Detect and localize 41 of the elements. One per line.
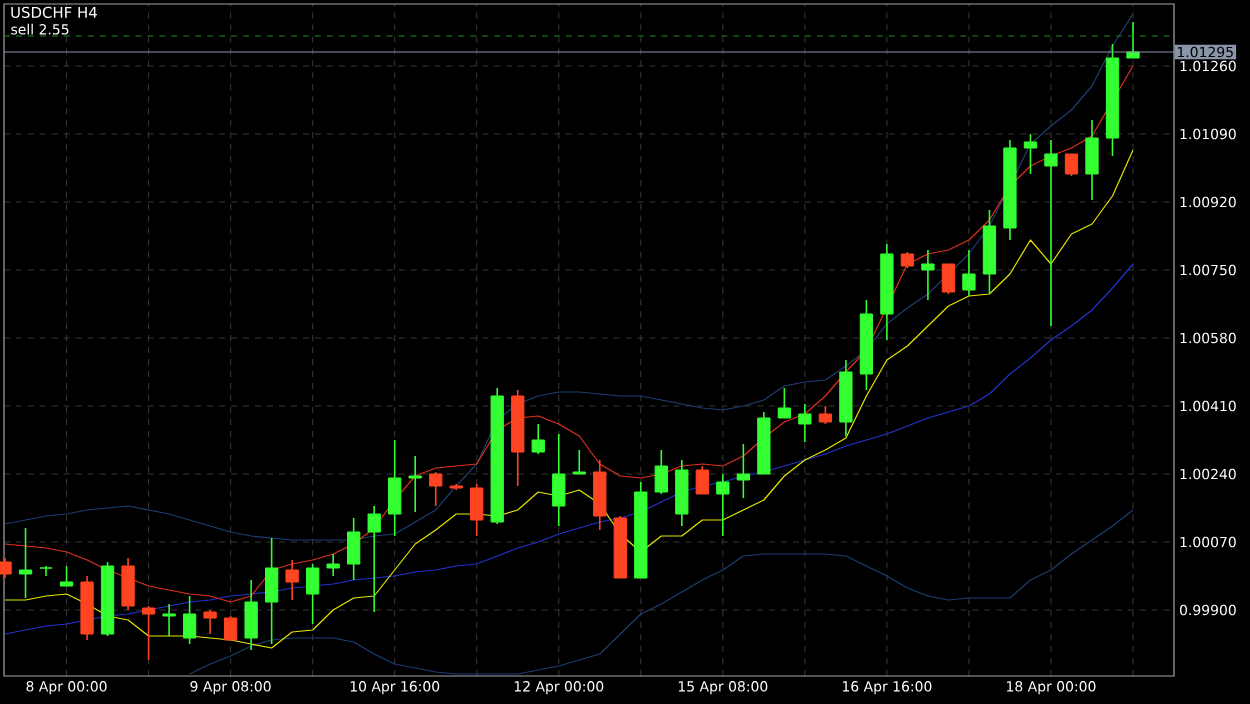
- candlestick: [777, 387, 792, 419]
- candlestick: [1126, 21, 1140, 59]
- candlestick: [347, 517, 361, 581]
- candlestick: [141, 605, 156, 661]
- candlestick: [18, 527, 33, 599]
- candlestick: [182, 595, 197, 645]
- candlestick: [552, 433, 566, 527]
- candlestick: [654, 449, 668, 495]
- candlestick: [531, 423, 545, 455]
- candlestick: [39, 565, 53, 577]
- candlestick: [244, 579, 258, 651]
- candlestick: [1085, 119, 1099, 201]
- candlestick: [675, 459, 689, 527]
- candlestick: [0, 557, 12, 579]
- candlestick: [695, 465, 709, 495]
- candlestick: [121, 557, 135, 611]
- candlestick: [1023, 133, 1038, 175]
- candlestick: [429, 471, 443, 507]
- candlestick: [388, 439, 402, 537]
- candlestick: [1044, 139, 1058, 327]
- candlestick: [203, 609, 217, 635]
- candlestick: [982, 209, 997, 295]
- candlestick: [1064, 153, 1079, 177]
- candlestick: [306, 563, 320, 625]
- candlestick: [264, 537, 279, 645]
- candlestick: [593, 459, 607, 531]
- candlestick: [572, 449, 586, 475]
- candlestick: [470, 483, 484, 537]
- candlestick: [223, 615, 238, 641]
- candlestick: [285, 559, 299, 601]
- candlestick: [326, 553, 340, 577]
- candlestick: [921, 249, 935, 301]
- candlestick: [798, 403, 812, 443]
- candlestick: [736, 443, 750, 499]
- candlestick: [59, 565, 74, 587]
- candlestick: [962, 249, 976, 297]
- candlestick: [162, 603, 176, 637]
- candlestick: [941, 263, 956, 295]
- candlestick: [367, 505, 381, 613]
- candlestick: [716, 473, 730, 537]
- candlestick: [408, 455, 422, 513]
